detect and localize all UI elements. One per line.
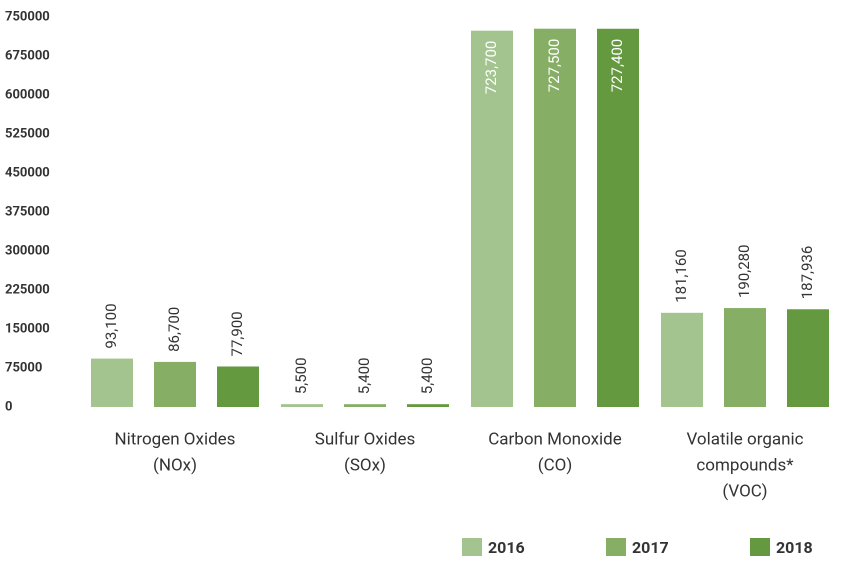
bar: [344, 404, 386, 407]
legend-swatch: [606, 538, 626, 556]
x-tick-label: compounds*: [696, 455, 794, 475]
bar: [787, 309, 829, 407]
y-tick-label: 300000: [5, 243, 50, 258]
x-tick-label: (CO): [538, 455, 573, 475]
bar: [534, 28, 576, 407]
x-tick-label: Volatile organic: [686, 429, 803, 449]
legend-label: 2016: [488, 538, 525, 557]
y-tick-label: 450000: [5, 165, 50, 180]
value-label: 190,280: [735, 245, 753, 299]
y-tick-label: 375000: [5, 204, 50, 219]
y-tick-label: 150000: [5, 321, 50, 336]
bar: [407, 404, 449, 407]
x-tick-label: (VOC): [722, 481, 767, 501]
legend-label: 2017: [632, 538, 669, 557]
x-tick-label: (SOx): [344, 455, 386, 475]
x-tick-label: Carbon Monoxide: [488, 429, 622, 449]
bar: [154, 361, 196, 407]
y-tick-label: 600000: [5, 87, 50, 102]
x-tick-label: Sulfur Oxides: [315, 429, 416, 449]
bar: [471, 30, 513, 408]
value-label: 5,400: [355, 358, 373, 395]
x-tick-label: (NOx): [153, 455, 197, 475]
bar: [281, 404, 323, 407]
y-tick-label: 225000: [5, 282, 50, 297]
value-label: 187,936: [798, 246, 816, 300]
legend-swatch: [462, 538, 482, 556]
value-label: 723,700: [482, 41, 500, 95]
bar: [661, 312, 703, 407]
bar: [597, 28, 639, 407]
y-tick-label: 0: [5, 399, 12, 414]
bar: [724, 308, 766, 407]
y-tick-label: 750000: [5, 9, 50, 24]
value-label: 77,900: [228, 311, 246, 356]
value-label: 86,700: [165, 307, 183, 352]
y-tick-label: 525000: [5, 126, 50, 141]
value-label: 181,160: [672, 249, 690, 303]
bar: [91, 358, 133, 407]
y-tick-label: 675000: [5, 48, 50, 63]
value-label: 727,500: [545, 39, 563, 93]
y-tick-label: 75000: [5, 360, 42, 375]
legend-swatch: [750, 538, 770, 556]
value-label: 5,500: [292, 357, 310, 394]
x-tick-label: Nitrogen Oxides: [115, 429, 236, 449]
value-label: 93,100: [102, 303, 120, 348]
value-label: 727,400: [608, 39, 626, 93]
legend-label: 2018: [776, 538, 813, 557]
value-label: 5,400: [418, 358, 436, 395]
bar: [217, 366, 259, 407]
